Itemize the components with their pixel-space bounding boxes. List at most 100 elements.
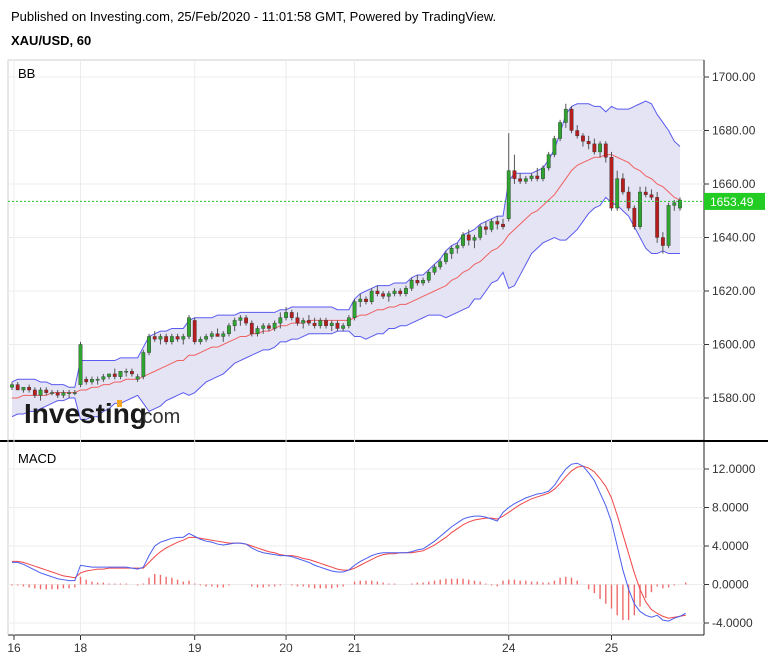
candle-body xyxy=(38,389,43,396)
candle-body xyxy=(141,352,146,377)
x-tick-label: 20 xyxy=(279,641,293,655)
candle-body xyxy=(267,325,271,329)
candle-body xyxy=(335,322,340,329)
candle-body xyxy=(32,389,37,396)
candle-body xyxy=(78,344,83,385)
candle-body xyxy=(118,371,123,377)
bb-band-fill xyxy=(12,101,680,420)
candle-body xyxy=(55,392,60,396)
candle-body xyxy=(432,266,437,273)
candle-body xyxy=(506,170,511,219)
candle-body xyxy=(643,191,648,195)
candle-body xyxy=(255,328,260,335)
candle-body xyxy=(552,138,557,155)
candle-body xyxy=(649,194,654,198)
candle-body xyxy=(632,207,637,227)
candle-body xyxy=(238,317,243,321)
candle-body xyxy=(112,373,117,377)
x-tick-label: 16 xyxy=(7,641,21,655)
candle-body xyxy=(129,371,134,375)
candle-body xyxy=(575,130,580,137)
candle-body xyxy=(426,272,431,281)
candle-body xyxy=(295,317,300,324)
symbol-title: XAU/USD, 60 xyxy=(11,33,92,48)
x-tick-label: 21 xyxy=(348,641,362,655)
candle-body xyxy=(404,288,408,294)
price-tick-label: 1600.00 xyxy=(712,338,756,352)
candle-body xyxy=(444,253,448,262)
x-tick-label: 18 xyxy=(74,641,88,655)
candle-body xyxy=(215,333,220,337)
candle-body xyxy=(655,197,660,238)
candle-body xyxy=(221,333,226,337)
candle-body xyxy=(158,336,163,340)
candle-body xyxy=(67,392,71,394)
candle-body xyxy=(204,336,209,340)
candle-body xyxy=(518,178,523,182)
candle-body xyxy=(278,317,283,324)
candle-body xyxy=(398,290,403,294)
candle-body xyxy=(84,379,89,383)
macd-tick-label: 4.0000 xyxy=(712,539,749,553)
bb-lower-line xyxy=(11,196,680,420)
candle-body xyxy=(95,379,100,381)
candle-body xyxy=(72,392,77,394)
candle-body xyxy=(523,178,528,182)
candle-body xyxy=(27,387,32,391)
candle-body xyxy=(529,175,534,179)
candle-body xyxy=(375,290,380,294)
x-tick-label: 25 xyxy=(605,641,619,655)
candle-body xyxy=(392,290,397,294)
candle-body xyxy=(666,205,671,246)
candle-body xyxy=(581,135,585,142)
logo-brand: Investing xyxy=(24,398,147,429)
candle-body xyxy=(558,122,563,139)
candle-body xyxy=(461,234,465,246)
macd-pane-label: MACD xyxy=(18,451,56,466)
candle-body xyxy=(90,379,94,383)
price-tick-label: 1700.00 xyxy=(712,70,756,84)
x-tick-label: 24 xyxy=(502,641,516,655)
candle-body xyxy=(415,280,420,284)
candle-body xyxy=(438,261,443,268)
candle-body xyxy=(152,336,157,340)
candle-body xyxy=(124,371,129,373)
candle-body xyxy=(478,226,483,238)
candle-body xyxy=(672,202,677,206)
candle-body xyxy=(455,245,460,249)
published-caption: Published on Investing.com, 25/Feb/2020 … xyxy=(11,9,497,24)
candle-body xyxy=(621,178,625,193)
candle-body xyxy=(603,143,608,158)
investing-logo: Investing .com xyxy=(24,398,180,429)
candle-body xyxy=(312,322,317,326)
candle-body xyxy=(289,312,294,318)
candle-body xyxy=(352,301,357,318)
candle-body xyxy=(449,247,454,254)
candle-body xyxy=(592,143,597,153)
price-tick-label: 1580.00 xyxy=(712,391,756,405)
candle-body xyxy=(421,280,425,284)
candle-body xyxy=(107,373,111,377)
candle-body xyxy=(227,325,231,334)
candle-body xyxy=(329,322,334,326)
candle-body xyxy=(284,312,288,318)
candle-body xyxy=(535,175,540,179)
logo-accent xyxy=(117,400,122,407)
candle-body xyxy=(678,199,682,209)
candle-body xyxy=(341,325,346,329)
candle-body xyxy=(615,178,620,209)
candle-body xyxy=(586,140,591,145)
candle-body xyxy=(10,384,14,388)
candle-body xyxy=(358,298,363,302)
candle-body xyxy=(306,320,311,324)
candle-body xyxy=(15,384,20,391)
candle-body xyxy=(164,336,169,343)
candle-body xyxy=(147,336,151,353)
candle-body xyxy=(169,336,174,343)
x-tick-label: 19 xyxy=(188,641,202,655)
candle-body xyxy=(318,320,323,326)
candle-body xyxy=(21,387,26,391)
candle-body xyxy=(501,223,505,227)
candle-body xyxy=(272,322,277,329)
